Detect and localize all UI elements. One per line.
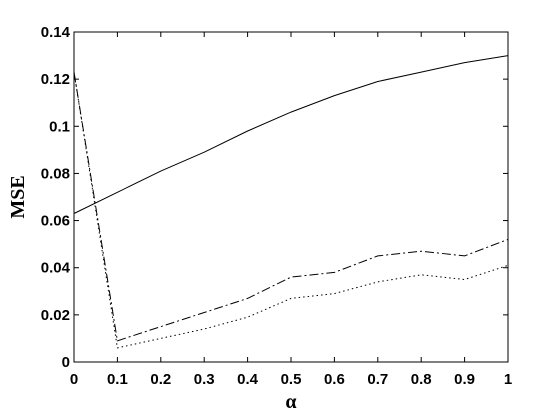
series-line-solid — [73, 55, 509, 214]
y-tick-label: 0.02 — [41, 307, 70, 324]
plot-frame — [73, 31, 509, 363]
x-tick-label: 0.4 — [237, 371, 259, 388]
plot-area — [73, 31, 509, 363]
x-axis-label: α — [285, 391, 296, 413]
x-tick-label: 0.6 — [324, 371, 345, 388]
y-tick-label: 0 — [62, 354, 70, 371]
y-axis-ticks: 0 0.02 0.04 0.06 0.08 0.1 0.12 0.14 — [41, 24, 508, 371]
y-tick-label: 0.14 — [41, 24, 71, 41]
x-tick-label: 0 — [70, 371, 78, 388]
x-tick-label: 0.9 — [454, 371, 475, 388]
y-tick-label: 0.1 — [49, 118, 70, 135]
series-line-dashdot — [73, 72, 509, 342]
x-tick-label: 0.1 — [107, 371, 128, 388]
x-tick-label: 0.8 — [411, 371, 432, 388]
x-tick-label: 1 — [504, 371, 512, 388]
y-tick-label: 0.04 — [41, 260, 71, 277]
x-tick-label: 0.7 — [367, 371, 388, 388]
y-axis-label: MSE — [7, 175, 29, 218]
x-tick-label: 0.5 — [281, 371, 302, 388]
x-tick-label: 0.2 — [150, 371, 171, 388]
series-layer — [73, 55, 509, 349]
y-tick-label: 0.08 — [41, 165, 70, 182]
series-line-dotted — [73, 72, 509, 349]
x-axis-ticks: 0 0.1 0.2 0.3 0.4 0.5 0.6 0.7 0.8 0.9 1 — [70, 32, 512, 388]
x-tick-label: 0.3 — [194, 371, 215, 388]
y-tick-label: 0.12 — [41, 71, 70, 88]
y-tick-label: 0.06 — [41, 213, 70, 230]
